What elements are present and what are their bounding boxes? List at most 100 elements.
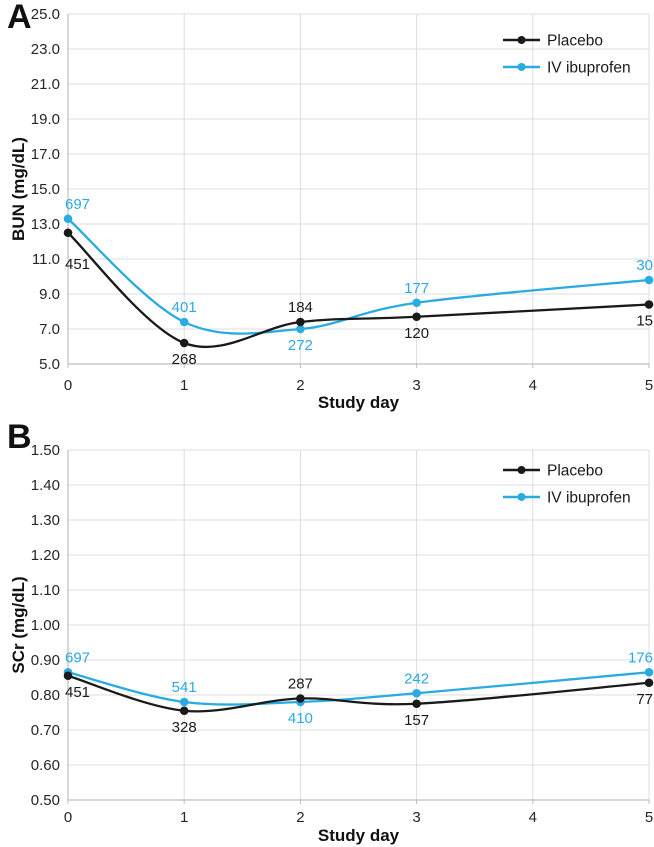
legend-label: Placebo [547,463,603,480]
y-tick-label: 1.20 [31,547,60,564]
data-label-iv-ibuprofen: 30 [636,257,653,274]
data-label-iv-ibuprofen: 177 [404,280,429,297]
x-tick-label: 2 [296,809,304,826]
data-point-placebo [644,300,654,309]
data-label-iv-ibuprofen: 242 [404,670,429,687]
x-tick-label: 3 [412,809,420,826]
panel-scr: B 1.50 1.40 1.30 1.20 1.10 1.00 0.90 0.80 0.70 0.… [0,412,654,847]
y-tick-label: 0.90 [31,652,60,669]
y-tick-label: 0.70 [31,722,60,739]
data-label-placebo: 184 [288,299,313,316]
scr-line-chart: 1.50 1.40 1.30 1.20 1.10 1.00 0.90 0.80 0.70 0.60… [9,442,654,845]
legend-dot-icon [517,63,526,71]
data-point-iv-ibuprofen [644,667,654,677]
data-point-placebo [412,312,421,322]
series-line-placebo [66,231,651,349]
legend-label: Placebo [547,33,603,50]
y-tick-label: 11.0 [32,251,60,268]
y-tick-label: 17.0 [31,146,60,163]
y-tick-label: 1.00 [31,617,60,634]
y-tick-label: 9.0 [39,286,60,303]
y-tick-label: 25.0 [31,6,60,23]
data-point-placebo [296,694,305,703]
panel-a-letter: A [7,0,32,36]
data-label-iv-ibuprofen: 272 [288,337,313,354]
data-label-placebo: 328 [172,719,197,736]
series-line-iv-ibuprofen [66,217,651,335]
data-label-iv-ibuprofen: 697 [65,649,90,666]
data-point-iv-ibuprofen [644,275,654,285]
data-label-iv-ibuprofen: 410 [288,710,313,727]
data-label-iv-ibuprofen: 697 [65,196,90,213]
y-tick-label: 0.80 [31,687,60,704]
data-point-iv-ibuprofen [296,324,305,334]
series-line-placebo [66,674,651,713]
panel-bun: A 25.0 23.0 21.0 19.0 17.0 15.0 13.0 11.0 9.0 7.0… [0,0,654,412]
legend-dot-icon [517,493,526,501]
data-point-iv-ibuprofen [179,697,189,707]
data-label-placebo: 287 [288,676,313,693]
data-label-placebo: 157 [404,712,429,729]
legend-item-placebo: Placebo [503,33,603,50]
data-label-placebo: 15 [636,313,653,330]
data-point-placebo [179,706,189,716]
data-point-iv-ibuprofen [412,688,421,698]
data-point-iv-ibuprofen [412,298,421,308]
x-tick-label: 4 [529,377,537,394]
y-axis-title: SCr (mg/dL) [9,576,28,673]
data-label-placebo: 77 [636,691,653,708]
legend-label: IV ibuprofen [547,490,631,507]
legend-item-iv-ibuprofen: IV ibuprofen [503,60,631,77]
x-tick-label: 0 [64,809,72,826]
panel-b-letter: B [7,418,32,456]
legend-label: IV ibuprofen [547,60,631,77]
x-tick-label: 3 [412,377,420,394]
y-tick-label: 19.0 [31,111,60,128]
x-tick-label: 1 [180,809,188,826]
x-tick-label: 5 [645,809,653,826]
y-tick-label: 1.30 [31,512,60,529]
y-tick-label: 7.0 [39,321,60,338]
data-point-placebo [412,699,421,709]
y-tick-label: 1.10 [31,582,60,599]
data-label-iv-ibuprofen: 176 [628,649,653,666]
data-point-placebo [644,678,654,688]
data-point-placebo [63,228,73,238]
x-tick-label: 0 [64,377,72,394]
data-point-placebo [63,671,73,681]
y-tick-label: 15.0 [31,181,60,198]
legend-item-placebo: Placebo [503,463,603,480]
data-point-placebo [179,338,189,348]
y-tick-label: 21.0 [31,76,60,93]
y-tick-label: 1.50 [31,442,60,459]
series-line-iv-ibuprofen [66,671,651,706]
data-point-iv-ibuprofen [179,317,189,327]
legend-item-iv-ibuprofen: IV ibuprofen [503,490,631,507]
x-axis-title: Study day [318,826,400,845]
bun-line-chart: 25.0 23.0 21.0 19.0 17.0 15.0 13.0 11.0 9.0 7.0 5.… [9,6,654,412]
data-label-placebo: 120 [404,325,429,342]
data-label-placebo: 268 [172,351,197,368]
data-point-iv-ibuprofen [63,214,73,224]
x-axis-title: Study day [318,393,400,412]
data-label-placebo: 451 [65,684,90,701]
gridlines [67,449,650,804]
legend-dot-icon [517,466,526,474]
x-tick-label: 2 [296,377,304,394]
data-label-iv-ibuprofen: 541 [172,679,197,696]
x-tick-label: 5 [645,377,653,394]
y-tick-label: 1.40 [31,477,60,494]
y-axis-title: BUN (mg/dL) [9,137,28,241]
y-tick-label: 23.0 [31,41,60,58]
x-tick-label: 4 [529,809,537,826]
data-label-iv-ibuprofen: 401 [172,299,197,316]
data-label-placebo: 451 [65,256,90,273]
x-tick-label: 1 [180,377,188,394]
y-tick-label: 0.60 [31,757,60,774]
y-tick-label: 0.50 [31,792,60,809]
y-tick-label: 13.0 [31,216,60,233]
data-point-placebo [296,317,305,327]
y-tick-label: 5.0 [39,356,60,373]
legend-dot-icon [517,36,526,44]
